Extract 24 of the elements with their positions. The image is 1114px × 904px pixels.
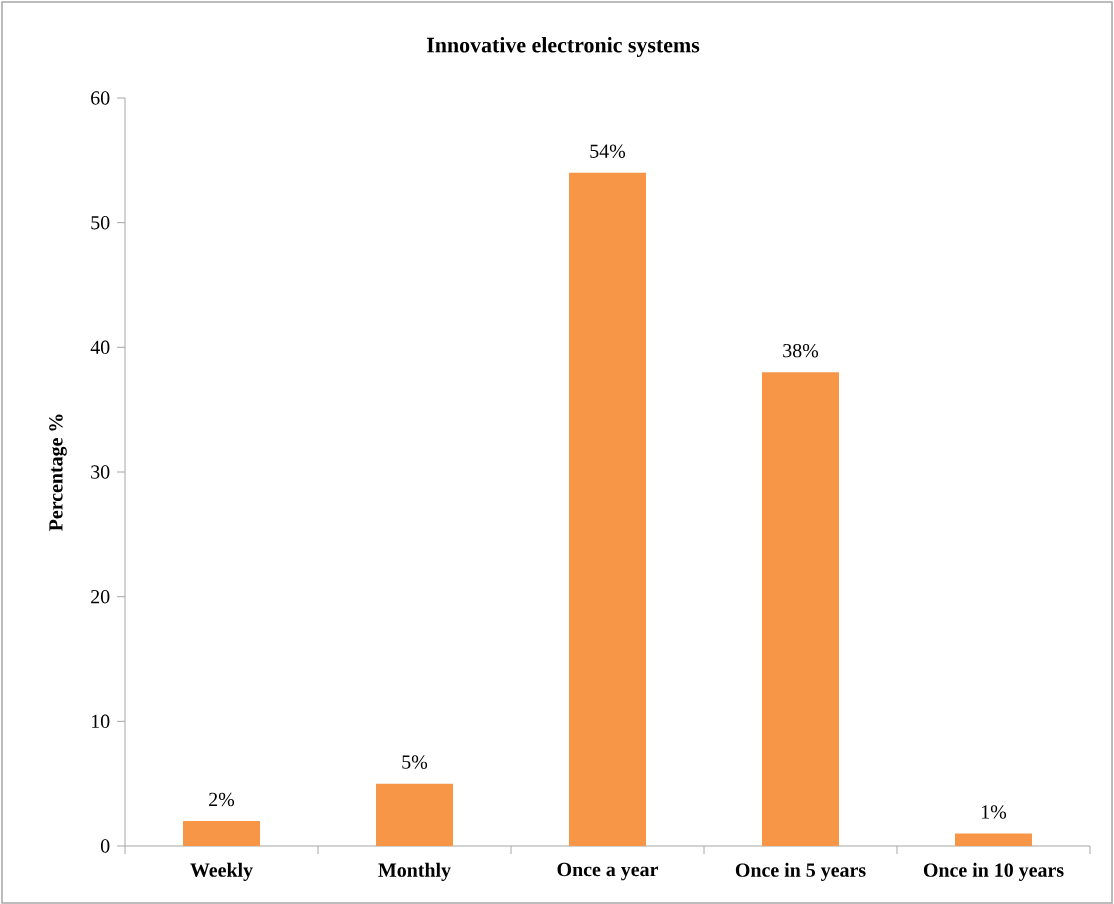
x-tick-label: Monthly bbox=[378, 862, 451, 881]
x-tick-label: Once in 5 years bbox=[735, 862, 866, 881]
data-label: 54% bbox=[590, 144, 626, 158]
bar bbox=[376, 783, 453, 846]
bar bbox=[955, 833, 1033, 846]
chart-title: Innovative electronic systems bbox=[426, 37, 700, 57]
y-tick-label: 50 bbox=[91, 215, 110, 230]
bar bbox=[569, 172, 646, 846]
y-tick-label: 30 bbox=[91, 465, 110, 479]
data-label: 38% bbox=[783, 343, 819, 358]
data-label: 1% bbox=[981, 805, 1007, 819]
y-tick-label: 20 bbox=[91, 589, 110, 604]
x-tick-label: Once a year bbox=[557, 862, 658, 881]
y-tick-label: 40 bbox=[90, 340, 110, 355]
y-tick-label: 10 bbox=[91, 714, 110, 729]
data-label: 2% bbox=[209, 792, 235, 807]
y-tick-label: 60 bbox=[91, 91, 110, 105]
y-axis-title: Percentage % bbox=[49, 414, 67, 531]
x-tick-label: Once in 10 years bbox=[923, 862, 1064, 881]
y-tick-label: 0 bbox=[100, 839, 110, 853]
bar bbox=[762, 372, 840, 846]
data-label: 5% bbox=[402, 755, 428, 769]
x-tick-label: Weekly bbox=[190, 862, 253, 881]
bar bbox=[183, 821, 260, 846]
